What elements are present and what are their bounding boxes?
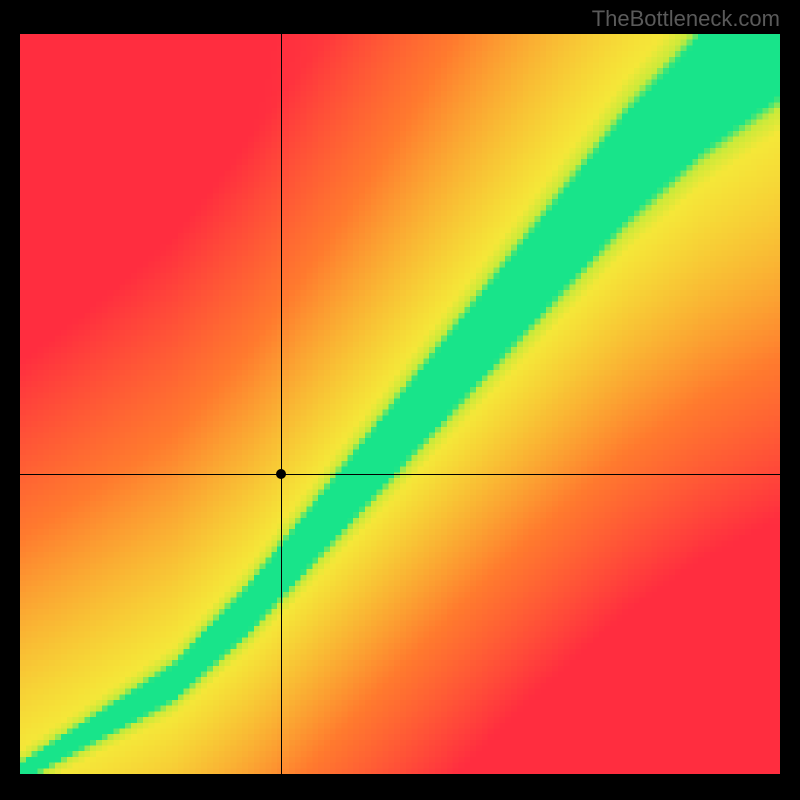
watermark-text: TheBottleneck.com	[592, 6, 780, 32]
crosshair-horizontal	[20, 474, 780, 475]
bottleneck-heatmap	[20, 34, 780, 774]
crosshair-vertical	[281, 34, 282, 774]
crosshair-marker	[276, 469, 286, 479]
chart-container: TheBottleneck.com	[0, 0, 800, 800]
